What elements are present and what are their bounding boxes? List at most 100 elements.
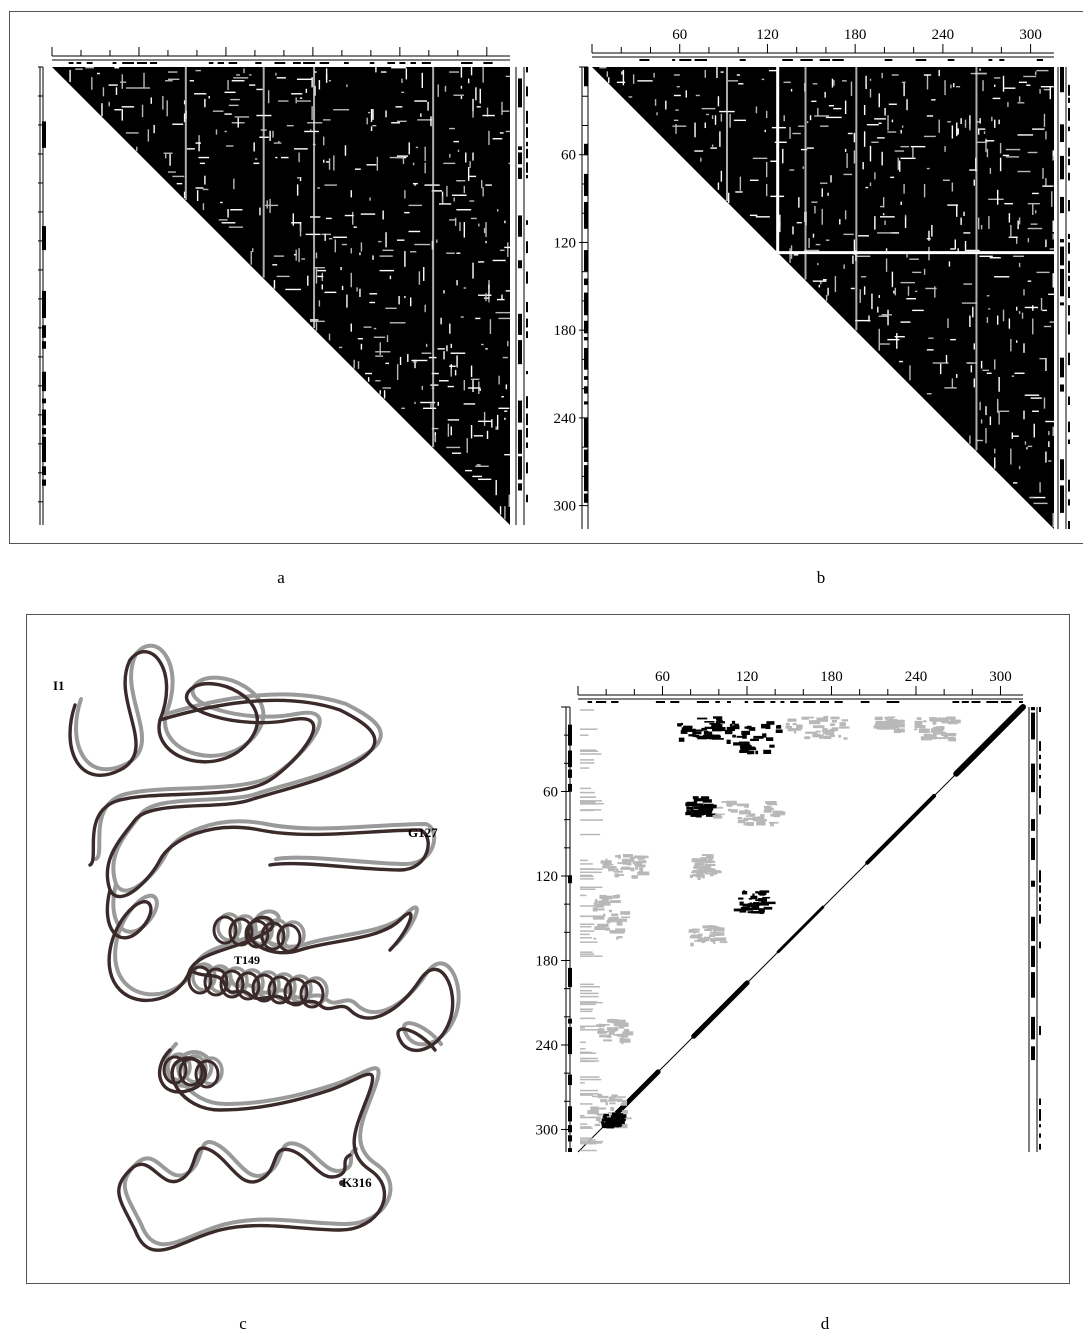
matrix-cell	[1013, 435, 1019, 437]
matrix-cell	[1040, 86, 1054, 88]
residue-track-segment	[526, 67, 528, 73]
residue-track-segment	[526, 442, 528, 448]
matrix-cell	[281, 156, 289, 159]
matrix-cell	[963, 211, 965, 216]
matrix-cell	[980, 419, 983, 424]
matrix-cell	[314, 267, 325, 269]
residue-track-segment	[42, 290, 46, 319]
helix-turn-primary	[203, 967, 229, 997]
matrix-cell	[198, 142, 200, 152]
matrix-cell	[385, 110, 387, 118]
residue-track-segment	[584, 376, 588, 380]
d-tick-label-240: 240	[905, 669, 928, 685]
matrix-cell	[395, 106, 403, 108]
matrix-cell	[496, 414, 499, 430]
matrix-cell	[774, 141, 787, 143]
matrix-cell	[806, 121, 809, 124]
matrix-cell	[299, 177, 302, 182]
matrix-cell	[931, 728, 937, 731]
matrix-cell	[580, 1076, 600, 1078]
matrix-cell	[359, 252, 361, 256]
matrix-cell	[720, 71, 724, 73]
matrix-cell	[942, 179, 950, 181]
matrix-cell	[692, 729, 703, 732]
matrix-cell	[758, 897, 768, 902]
matrix-cell	[991, 116, 993, 122]
matrix-cell	[628, 96, 633, 98]
matrix-cell	[920, 728, 926, 731]
matrix-cell	[944, 387, 957, 389]
matrix-diagonal-contacts	[602, 1069, 661, 1128]
residue-track-segment	[42, 325, 46, 338]
matrix-cell	[699, 865, 707, 868]
matrix-cell	[1030, 496, 1046, 499]
matrix-cell	[621, 71, 623, 75]
matrix-cell	[469, 200, 475, 202]
residue-track-segment	[1068, 275, 1070, 282]
matrix-cell	[486, 107, 489, 117]
matrix-cell	[603, 1039, 613, 1042]
matrix-cell	[420, 401, 436, 404]
residue-track-segment	[1018, 701, 1023, 703]
matrix-cell	[580, 1127, 593, 1129]
residue-track-segment	[1060, 196, 1064, 214]
matrix-cell	[693, 931, 697, 934]
matrix-cell	[1023, 75, 1037, 78]
matrix-cell	[408, 204, 423, 207]
matrix-cell	[321, 284, 323, 290]
matrix-cell	[609, 1102, 616, 1105]
matrix-cell	[998, 119, 1000, 125]
residue-track-segment	[1001, 701, 1012, 703]
matrix-cell	[986, 295, 990, 297]
matrix-cell	[950, 248, 955, 250]
matrix-cell	[734, 723, 739, 727]
matrix-cell	[811, 100, 817, 103]
matrix-cell	[620, 1103, 627, 1106]
matrix-cell	[960, 217, 962, 225]
matrix-cell	[633, 862, 643, 866]
matrix-cell	[580, 1142, 597, 1145]
matrix-cell	[749, 179, 759, 181]
matrix-cell	[580, 1114, 585, 1117]
matrix-cell	[580, 941, 598, 943]
matrix-cell	[605, 1101, 608, 1106]
matrix-diagonal-contacts	[776, 905, 825, 954]
residue-track-segment	[971, 701, 981, 703]
matrix-cell	[926, 167, 930, 170]
matrix-cell	[859, 289, 861, 303]
residue-track-segment	[803, 701, 816, 703]
matrix-cell	[985, 428, 987, 444]
matrix-cell	[438, 203, 452, 205]
matrix-cell	[599, 67, 607, 69]
matrix-cell	[507, 340, 509, 347]
matrix-cell	[704, 872, 716, 875]
matrix-stripe	[804, 67, 807, 280]
matrix-cell	[733, 908, 741, 912]
residue-track-segment	[584, 401, 588, 405]
residue-track-segment	[1068, 321, 1070, 335]
backbone-segment-secondary-0	[74, 643, 322, 861]
matrix-cell	[951, 378, 954, 388]
matrix-cell	[370, 126, 373, 132]
matrix-cell	[806, 147, 814, 149]
matrix-cell	[470, 67, 473, 76]
matrix-cell	[887, 309, 889, 326]
matrix-cell	[421, 72, 423, 89]
matrix-cell	[733, 742, 741, 746]
matrix-cell	[592, 915, 605, 920]
matrix-cell	[811, 201, 818, 203]
matrix-cell	[610, 1018, 615, 1024]
matrix-cell	[703, 736, 711, 740]
matrix-cell	[580, 888, 596, 890]
matrix-cell	[611, 1112, 616, 1116]
matrix-cell	[665, 100, 667, 110]
chain-end-marker	[339, 1180, 345, 1186]
matrix-cell	[379, 269, 394, 272]
matrix-cell	[367, 377, 370, 382]
matrix-cell	[608, 77, 610, 84]
matrix-cell	[691, 860, 696, 863]
matrix-cell	[315, 252, 318, 259]
matrix-cell	[603, 895, 613, 900]
caption-c: c	[239, 1314, 247, 1333]
residue-track-segment	[1031, 1016, 1035, 1040]
